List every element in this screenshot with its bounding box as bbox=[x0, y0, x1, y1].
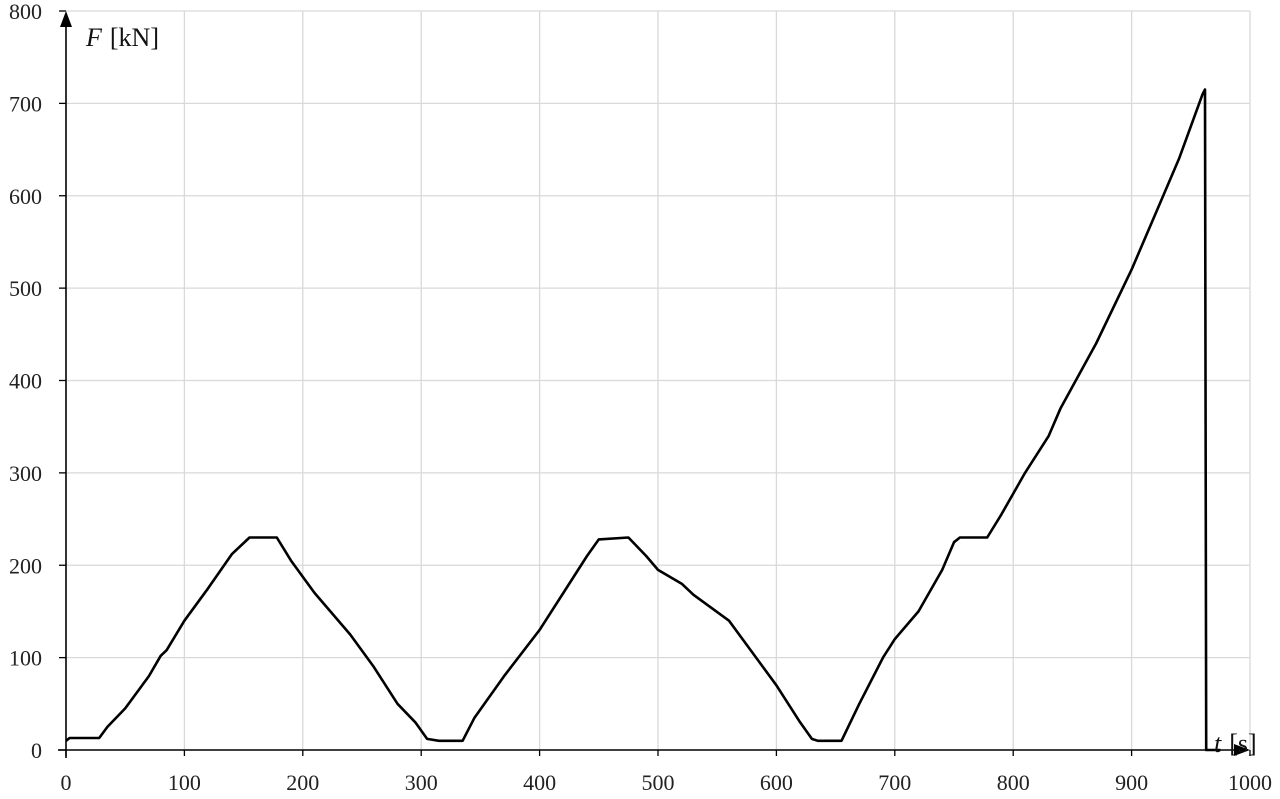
y-tick-label: 100 bbox=[9, 646, 42, 671]
y-axis-label: F [kN] bbox=[85, 23, 159, 52]
y-tick-label: 400 bbox=[9, 369, 42, 394]
x-tick-label: 0 bbox=[61, 770, 72, 795]
x-tick-label: 200 bbox=[286, 770, 319, 795]
series-line bbox=[65, 88, 1221, 752]
x-tick-label: 100 bbox=[168, 770, 201, 795]
y-tick-label: 800 bbox=[9, 0, 42, 24]
y-tick-label: 200 bbox=[9, 553, 42, 578]
ticks: 0 100 200 300 400 500 600 700 800 900 1000 0 100 200 3… bbox=[9, 0, 1272, 795]
y-tick-label: 700 bbox=[9, 91, 42, 116]
x-tick-label: 900 bbox=[1115, 770, 1148, 795]
x-axis-label: t [s] bbox=[1214, 729, 1257, 758]
y-tick-label: 300 bbox=[9, 461, 42, 486]
x-axis-arrow bbox=[1234, 744, 1250, 756]
x-tick-label: 700 bbox=[878, 770, 911, 795]
y-axis-var: F bbox=[85, 23, 103, 52]
x-tick-label: 300 bbox=[405, 770, 438, 795]
y-axis-arrow bbox=[60, 11, 72, 27]
y-axis-unit: [kN] bbox=[110, 23, 159, 52]
axes bbox=[58, 11, 1250, 758]
y-tick-label: 0 bbox=[31, 738, 42, 763]
x-tick-label: 500 bbox=[642, 770, 675, 795]
grid bbox=[66, 10, 1251, 750]
x-tick-label: 1000 bbox=[1228, 770, 1272, 795]
x-tick-label: 600 bbox=[760, 770, 793, 795]
y-tick-label: 500 bbox=[9, 276, 42, 301]
x-tick-label: 800 bbox=[997, 770, 1030, 795]
y-tick-label: 600 bbox=[9, 184, 42, 209]
x-tick-label: 400 bbox=[523, 770, 556, 795]
x-axis-unit: [s] bbox=[1229, 729, 1256, 758]
x-axis-var: t bbox=[1214, 729, 1222, 758]
